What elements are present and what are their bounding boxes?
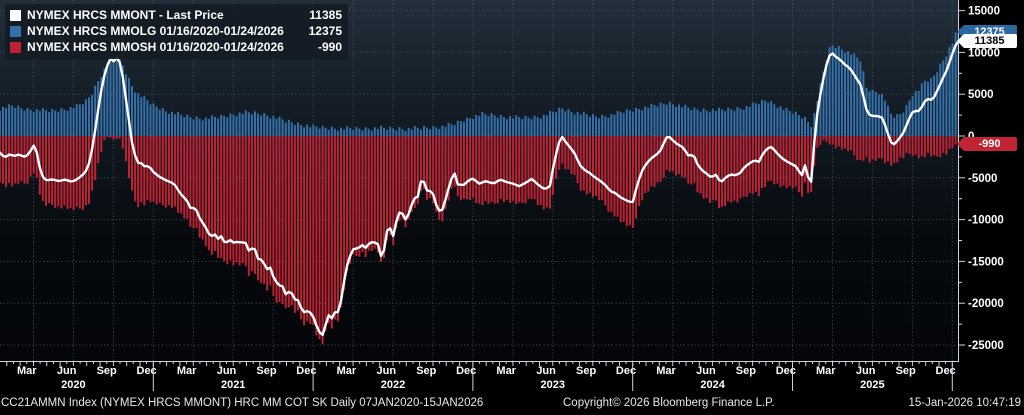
month-label: Jun — [377, 365, 397, 377]
legend-row-shorts: NYMEX HRCS MMOSH 01/16/2020-01/24/2026 -… — [10, 39, 342, 55]
month-label: Dec — [616, 365, 636, 377]
year-label: 2024 — [700, 379, 725, 391]
legend-value: 12375 — [308, 24, 342, 38]
month-label: Mar — [177, 365, 197, 377]
month-label: Sep — [576, 365, 596, 377]
x-axis: Mar Jun Sep Dec 2020 Mar Jun Sep Dec 2021 Mar Jun Se… — [6, 362, 956, 391]
month-label: Sep — [256, 365, 276, 377]
month-label: Mar — [656, 365, 676, 377]
y-axis: 150001000050000-5000-10000-15000-20000-2… — [958, 6, 1004, 352]
month-label: Sep — [736, 365, 756, 377]
month-label: Dec — [137, 365, 157, 377]
copyright-text: Copyright© 2026 Bloomberg Finance L.P. — [563, 397, 775, 409]
month-label: Dec — [456, 365, 476, 377]
timestamp: 15-Jan-2026 10:47:19 — [908, 397, 1021, 409]
legend-label: NYMEX HRCS MMOLG 01/16/2020-01/24/2026 — [27, 24, 284, 38]
month-label: Mar — [337, 365, 357, 377]
shorts-swatch-icon — [10, 41, 21, 53]
legend-row-last-price: NYMEX HRCS MMONT - Last Price 11385 — [10, 7, 342, 23]
y-axis-label: -25000 — [968, 340, 1004, 352]
year-label: 2020 — [61, 379, 85, 391]
y-axis-label: 15000 — [968, 6, 1000, 18]
month-label: Dec — [776, 365, 796, 377]
y-axis-label: -5000 — [968, 173, 997, 185]
month-label: Sep — [896, 365, 916, 377]
month-label: Sep — [416, 365, 436, 377]
year-label: 2025 — [860, 379, 884, 391]
legend-label: NYMEX HRCS MMONT - Last Price — [27, 8, 224, 22]
month-label: Jun — [856, 365, 876, 377]
longs-swatch-icon — [10, 25, 21, 37]
month-label: Mar — [496, 365, 516, 377]
month-label: Dec — [936, 365, 956, 377]
y-axis-label: -10000 — [968, 215, 1004, 227]
y-axis-label: -15000 — [968, 256, 1004, 268]
last-price-swatch-icon — [10, 9, 21, 21]
legend: NYMEX HRCS MMONT - Last Price 11385 NYME… — [5, 4, 348, 59]
month-label: Jun — [536, 365, 556, 377]
axes-layer — [0, 0, 959, 362]
y-axis-label: 10000 — [968, 47, 1000, 59]
y-axis-label: -20000 — [968, 298, 1004, 310]
legend-label: NYMEX HRCS MMOSH 01/16/2020-01/24/2026 — [27, 40, 284, 54]
year-label: 2021 — [221, 379, 245, 391]
year-label: 2023 — [541, 379, 565, 391]
ticker-description: CC21AMMN Index (NYMEX HRCS MMONT) HRC MM… — [1, 397, 484, 409]
month-label: Jun — [57, 365, 77, 377]
short-value-badge: -990 — [957, 137, 1017, 151]
month-label: Sep — [97, 365, 117, 377]
legend-value: 11385 — [309, 8, 342, 22]
net-position-line — [0, 39, 959, 337]
legend-row-longs: NYMEX HRCS MMOLG 01/16/2020-01/24/2026 1… — [10, 23, 342, 39]
legend-value: -990 — [317, 40, 342, 54]
month-label: Mar — [816, 365, 836, 377]
y-axis-label: 5000 — [968, 89, 994, 101]
month-label: Jun — [696, 365, 716, 377]
long-bars-layer — [0, 32, 959, 137]
month-label: Dec — [296, 365, 316, 377]
last-price-badge: 11385 — [957, 34, 1017, 48]
year-label: 2022 — [381, 379, 405, 391]
month-label: Mar — [17, 365, 37, 377]
footer: CC21AMMN Index (NYMEX HRCS MMONT) HRC MM… — [0, 397, 1024, 415]
month-label: Jun — [217, 365, 237, 377]
